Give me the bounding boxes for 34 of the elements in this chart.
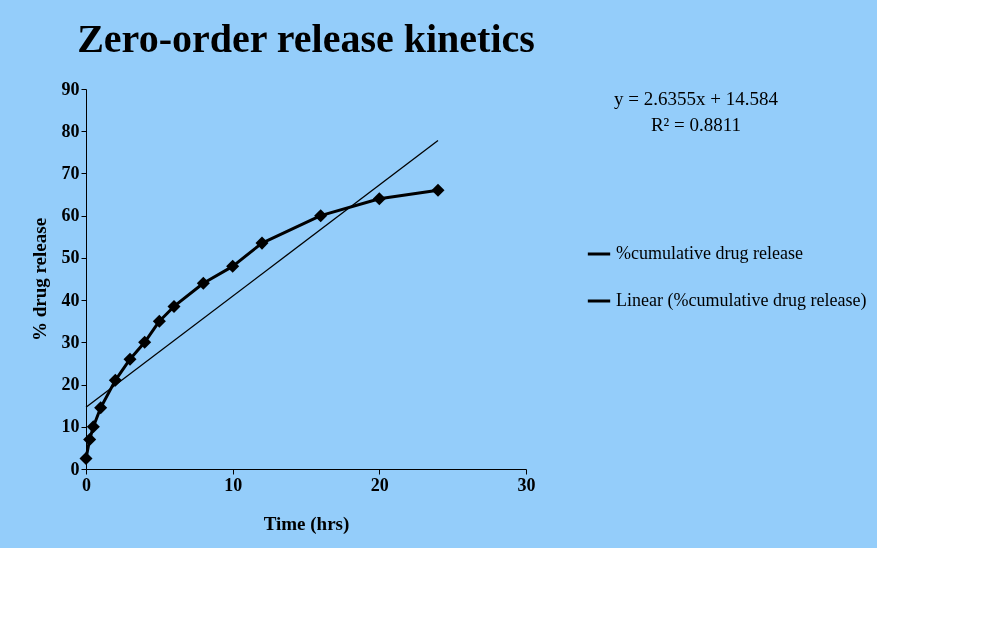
x-tick-label: 30 <box>517 474 536 495</box>
point <box>196 276 210 290</box>
legend-label: %cumulative drug release <box>616 243 803 263</box>
point <box>314 209 328 223</box>
y-tick-label: 90 <box>61 78 80 99</box>
y-tick-label: 30 <box>61 331 80 352</box>
legend-label: Linear (%cumulative drug release) <box>616 290 867 311</box>
y-tick-label: 40 <box>61 289 80 310</box>
point <box>226 259 240 273</box>
y-tick-label: 0 <box>70 458 80 479</box>
chart-title: Zero-order release kinetics <box>77 16 535 61</box>
point <box>431 183 445 197</box>
y-axis-title: % drug release <box>28 217 50 342</box>
text: R² = 0.8811 <box>650 114 742 135</box>
x-axis-title: Time (hrs) <box>263 512 350 535</box>
y-tick-label: 20 <box>61 374 80 395</box>
x-tick-label: 10 <box>224 474 243 495</box>
point <box>94 401 108 415</box>
point <box>79 451 93 465</box>
point <box>255 236 269 250</box>
point <box>83 432 97 446</box>
point <box>138 335 152 349</box>
point <box>372 192 386 206</box>
x-tick-label: 20 <box>370 474 389 495</box>
y-tick-label: 60 <box>61 205 80 226</box>
y-tick-label: 10 <box>61 416 80 437</box>
text: y = 2.6355x + 14.584 <box>614 88 779 109</box>
point <box>152 314 166 328</box>
point <box>167 299 181 313</box>
y-tick-label: 80 <box>61 120 80 141</box>
point <box>123 352 137 366</box>
y-tick-label: 50 <box>61 247 80 268</box>
point <box>86 420 100 434</box>
y-tick-label: 70 <box>61 162 80 183</box>
